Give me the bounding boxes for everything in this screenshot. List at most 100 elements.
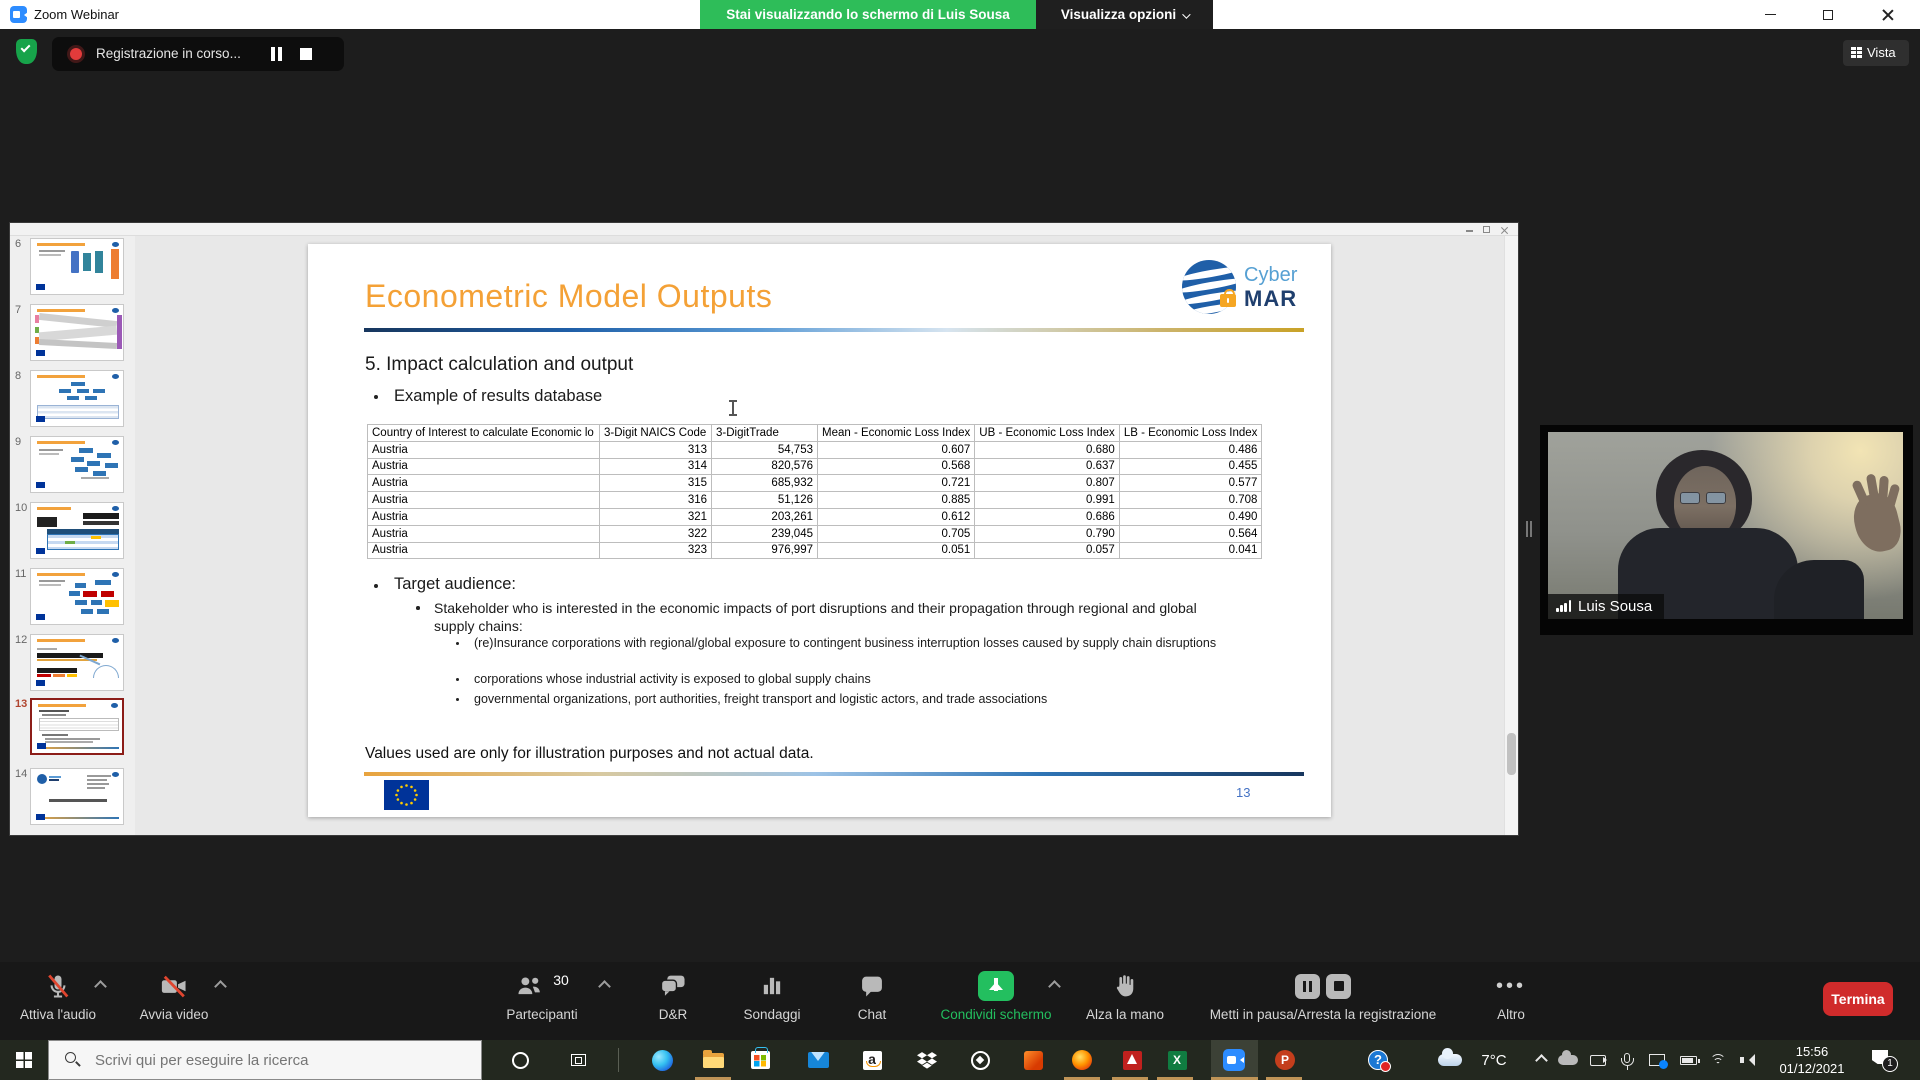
thumbnail-preview[interactable]	[30, 238, 124, 295]
battery-tray-button[interactable]	[1673, 1040, 1703, 1080]
thumbnail-preview[interactable]	[30, 568, 124, 625]
view-options-button[interactable]: Visualizza opzioni	[1036, 0, 1213, 29]
get-help-button[interactable]: ?	[1356, 1040, 1400, 1080]
slide-thumbnail-12[interactable]: 12	[10, 634, 135, 691]
whiteboard-button[interactable]	[958, 1040, 1002, 1080]
more-button[interactable]: ••• Altro	[1475, 968, 1547, 1022]
thumbnail-preview[interactable]	[30, 370, 124, 427]
amazon-button[interactable]: a	[850, 1040, 894, 1080]
volume-tray-button[interactable]	[1733, 1040, 1763, 1080]
weather-cloud-icon	[1438, 1048, 1462, 1066]
edge-button[interactable]	[640, 1040, 684, 1080]
powerpoint-button[interactable]: P	[1263, 1040, 1307, 1080]
recording-controls-icon	[1190, 968, 1456, 1004]
slide-thumbnail-8[interactable]: 8	[10, 370, 135, 427]
slide-thumbnail-6[interactable]: 6	[10, 238, 135, 295]
qa-button[interactable]: D&R	[632, 968, 714, 1022]
office-button[interactable]	[1011, 1040, 1055, 1080]
dropbox-button[interactable]	[905, 1040, 949, 1080]
table-row: Austria 321 203,261 0.612 0.686 0.490	[367, 507, 1263, 526]
ppt-scrollbar-thumb[interactable]	[1507, 733, 1516, 775]
tray-overflow-button[interactable]	[1526, 1040, 1556, 1080]
share-screen-button[interactable]: Condividi schermo	[925, 968, 1067, 1022]
mail-button[interactable]	[796, 1040, 840, 1080]
pause-stop-recording-button[interactable]: Metti in pausa/Arresta la registrazione	[1190, 968, 1456, 1022]
slide-thumbnail-10[interactable]: 10	[10, 502, 135, 559]
help-icon: ?	[1368, 1050, 1391, 1072]
pause-recording-button[interactable]	[267, 46, 285, 62]
bullet-dot	[456, 678, 459, 681]
cortana-button[interactable]	[498, 1040, 542, 1080]
slide-title: Econometric Model Outputs	[365, 278, 773, 314]
taskbar-clock[interactable]: 15:56 01/12/2021	[1768, 1043, 1856, 1077]
weather-button[interactable]	[1432, 1040, 1468, 1080]
camera-tray-button[interactable]	[1583, 1040, 1613, 1080]
pause-recording-icon[interactable]	[1295, 973, 1320, 999]
thumbnail-preview[interactable]	[30, 502, 124, 559]
onedrive-tray-button[interactable]	[1553, 1040, 1583, 1080]
panel-drag-handle[interactable]	[1525, 521, 1533, 537]
slide-thumbnail-7[interactable]: 7	[10, 304, 135, 361]
action-center-button[interactable]: 1	[1866, 1040, 1906, 1080]
vista-view-button[interactable]: Vista	[1843, 40, 1909, 66]
display-sync-tray-button[interactable]	[1642, 1040, 1672, 1080]
logo-text: MAR	[1244, 286, 1298, 311]
weather-temperature[interactable]: 7°C	[1481, 1051, 1507, 1069]
start-video-button[interactable]: Avvia video	[122, 968, 226, 1022]
close-button[interactable]	[1868, 0, 1908, 29]
polls-button[interactable]: Sondaggi	[722, 968, 822, 1022]
search-input[interactable]	[93, 1041, 473, 1079]
microsoft-store-button[interactable]	[738, 1040, 782, 1080]
taskbar-search-box[interactable]	[48, 1040, 482, 1080]
chat-button[interactable]: Chat	[832, 968, 912, 1022]
acrobat-button[interactable]	[1110, 1040, 1154, 1080]
slide-thumbnail-9[interactable]: 9	[10, 436, 135, 493]
search-icon	[65, 1052, 76, 1063]
minimize-button[interactable]	[1750, 0, 1790, 29]
table-cell: 685,932	[711, 474, 818, 493]
thumbnail-number: 7	[15, 304, 22, 316]
excel-button[interactable]: X	[1155, 1040, 1199, 1080]
table-cell: 323	[599, 541, 712, 560]
participants-button[interactable]: 30 Partecipanti	[506, 972, 578, 1022]
stop-recording-button[interactable]	[300, 48, 312, 60]
stop-recording-icon[interactable]	[1326, 973, 1351, 999]
maximize-button[interactable]	[1808, 0, 1848, 29]
thumbnail-preview[interactable]	[30, 304, 124, 361]
recording-dot-icon	[70, 48, 82, 60]
table-cell: 314	[599, 457, 712, 476]
thumbnail-preview[interactable]	[30, 436, 124, 493]
ppt-close-icon[interactable]	[1500, 226, 1508, 234]
bullet-dot	[456, 698, 459, 701]
cortana-icon	[511, 1051, 529, 1069]
thumbnail-preview[interactable]	[30, 698, 124, 755]
thumbnail-preview[interactable]	[30, 634, 124, 691]
ppt-scrollbar[interactable]	[1504, 236, 1518, 835]
participant-video-tile: Luis Sousa	[1526, 425, 1913, 635]
bullet-stakeholder: Stakeholder who is interested in the eco…	[434, 600, 1197, 634]
edge-icon	[651, 1049, 673, 1071]
zoom-taskbar-button[interactable]	[1212, 1040, 1256, 1080]
clock-date: 01/12/2021	[1779, 1061, 1845, 1076]
thumbnail-preview[interactable]	[30, 768, 124, 825]
firefox-button[interactable]	[1060, 1040, 1104, 1080]
task-view-button[interactable]	[556, 1040, 600, 1080]
running-app-indicator	[695, 1077, 731, 1080]
raise-hand-button[interactable]: Alza la mano	[1066, 968, 1184, 1022]
unmute-audio-button[interactable]: Attiva l'audio	[8, 968, 108, 1022]
recording-indicator: Registrazione in corso...	[52, 37, 344, 71]
slide-thumbnail-11[interactable]: 11	[10, 568, 135, 625]
start-button[interactable]	[0, 1040, 48, 1080]
slide-thumbnail-14[interactable]: 14	[10, 768, 135, 825]
end-meeting-button[interactable]: Termina	[1823, 982, 1893, 1016]
ppt-minimize-icon[interactable]	[1466, 230, 1473, 232]
ppt-maximize-icon[interactable]	[1483, 226, 1490, 233]
zoom-icon	[1223, 1049, 1245, 1071]
thumbnail-number: 6	[15, 238, 22, 250]
file-explorer-icon	[702, 1049, 724, 1068]
wifi-tray-button[interactable]	[1703, 1040, 1733, 1080]
microphone-tray-button[interactable]	[1612, 1040, 1642, 1080]
sub-bullet: corporations whose industrial activity i…	[474, 672, 871, 686]
file-explorer-button[interactable]	[691, 1040, 735, 1080]
slide-thumbnail-13-selected[interactable]: 13	[10, 698, 135, 755]
